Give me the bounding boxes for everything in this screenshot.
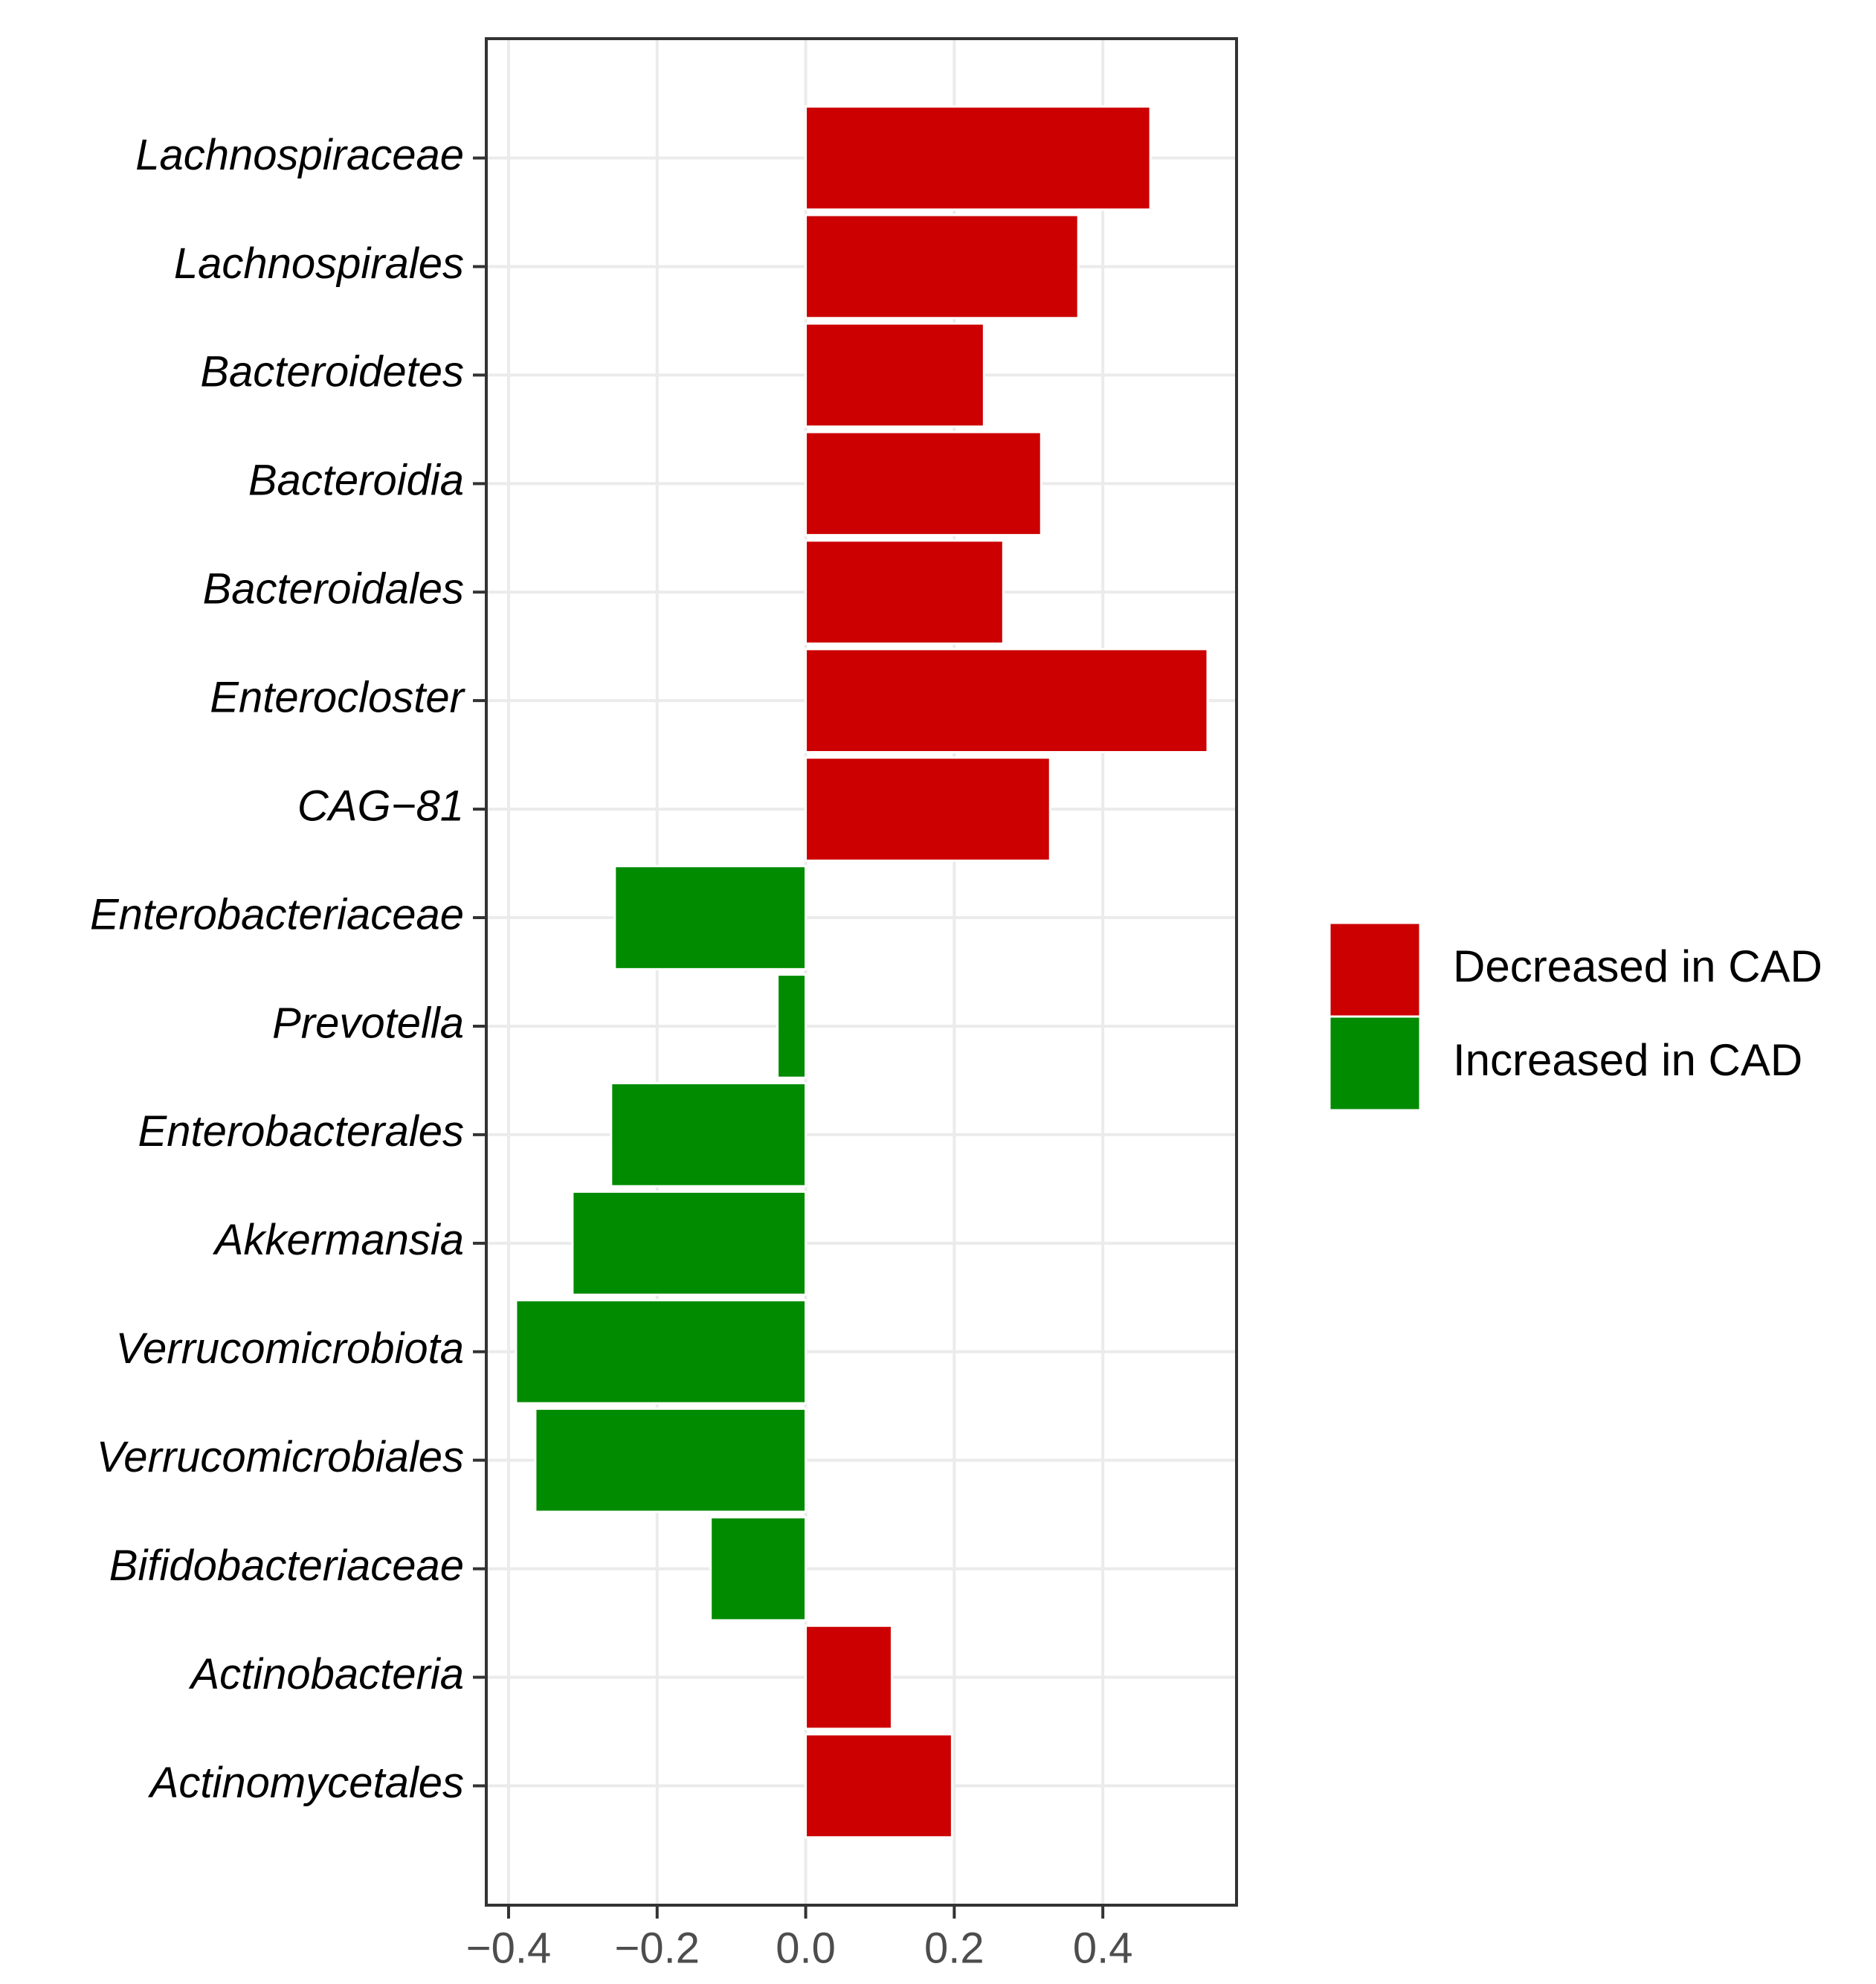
y-tick-label: Enterocloster: [210, 674, 465, 722]
y-tick-label: Bacteroidales: [203, 565, 464, 613]
y-tick-label: Lachnospirales: [174, 239, 464, 288]
bar: [534, 1407, 808, 1513]
y-tick-label: Actinomycetales: [148, 1759, 464, 1807]
y-tick-label: Lachnospiraceae: [135, 131, 464, 179]
axes: −0.4 −0.2 0.0 0.2 0.4 Lachnospiraceae Lachnosp…: [90, 37, 1238, 1972]
legend: Decreased in CAD Increased in CAD: [1328, 921, 1822, 1112]
bar: [805, 1733, 953, 1839]
legend-label: Increased in CAD: [1453, 1035, 1802, 1085]
bar: [805, 756, 1051, 862]
bar: [610, 1082, 808, 1188]
y-tick-label: Bifidobacteriaceae: [109, 1542, 464, 1590]
legend-key: [1328, 1015, 1422, 1112]
legend-label: Decreased in CAD: [1453, 941, 1822, 991]
legend-key: [1328, 921, 1422, 1018]
y-tick-label: Enterobacterales: [138, 1107, 464, 1156]
y-tick-label: Prevotella: [272, 999, 464, 1047]
bar: [805, 105, 1152, 211]
x-tick-label: 0.4: [1073, 1924, 1133, 1972]
bar: [515, 1298, 808, 1405]
bar: [805, 1624, 893, 1730]
y-tick-label: Bacteroidetes: [200, 348, 464, 396]
bar: [805, 213, 1080, 320]
bar: [571, 1191, 808, 1296]
x-tick-label: −0.4: [466, 1924, 552, 1972]
bar: [805, 539, 1005, 645]
x-tick-label: 0.2: [924, 1924, 984, 1972]
panel-border: [485, 37, 1238, 1907]
y-tick-label: Verrucomicrobiales: [97, 1433, 464, 1481]
bar: [805, 431, 1042, 537]
y-tick-label: Verrucomicrobiota: [116, 1324, 464, 1373]
x-tick-label: 0.0: [776, 1924, 836, 1972]
bar: [805, 648, 1209, 753]
bar: [776, 973, 808, 1079]
y-tick-label: Actinobacteria: [188, 1650, 464, 1698]
bars: [515, 105, 1209, 1839]
bar: [613, 865, 808, 970]
y-tick-label: CAG−81: [297, 782, 464, 830]
x-tick-label: −0.2: [615, 1924, 700, 1972]
y-tick-label: Enterobacteriaceae: [90, 890, 464, 938]
y-tick-label: Bacteroidia: [248, 457, 464, 505]
bar: [709, 1516, 808, 1622]
y-tick-label: Akkermansia: [213, 1216, 464, 1264]
bar: [805, 322, 985, 428]
